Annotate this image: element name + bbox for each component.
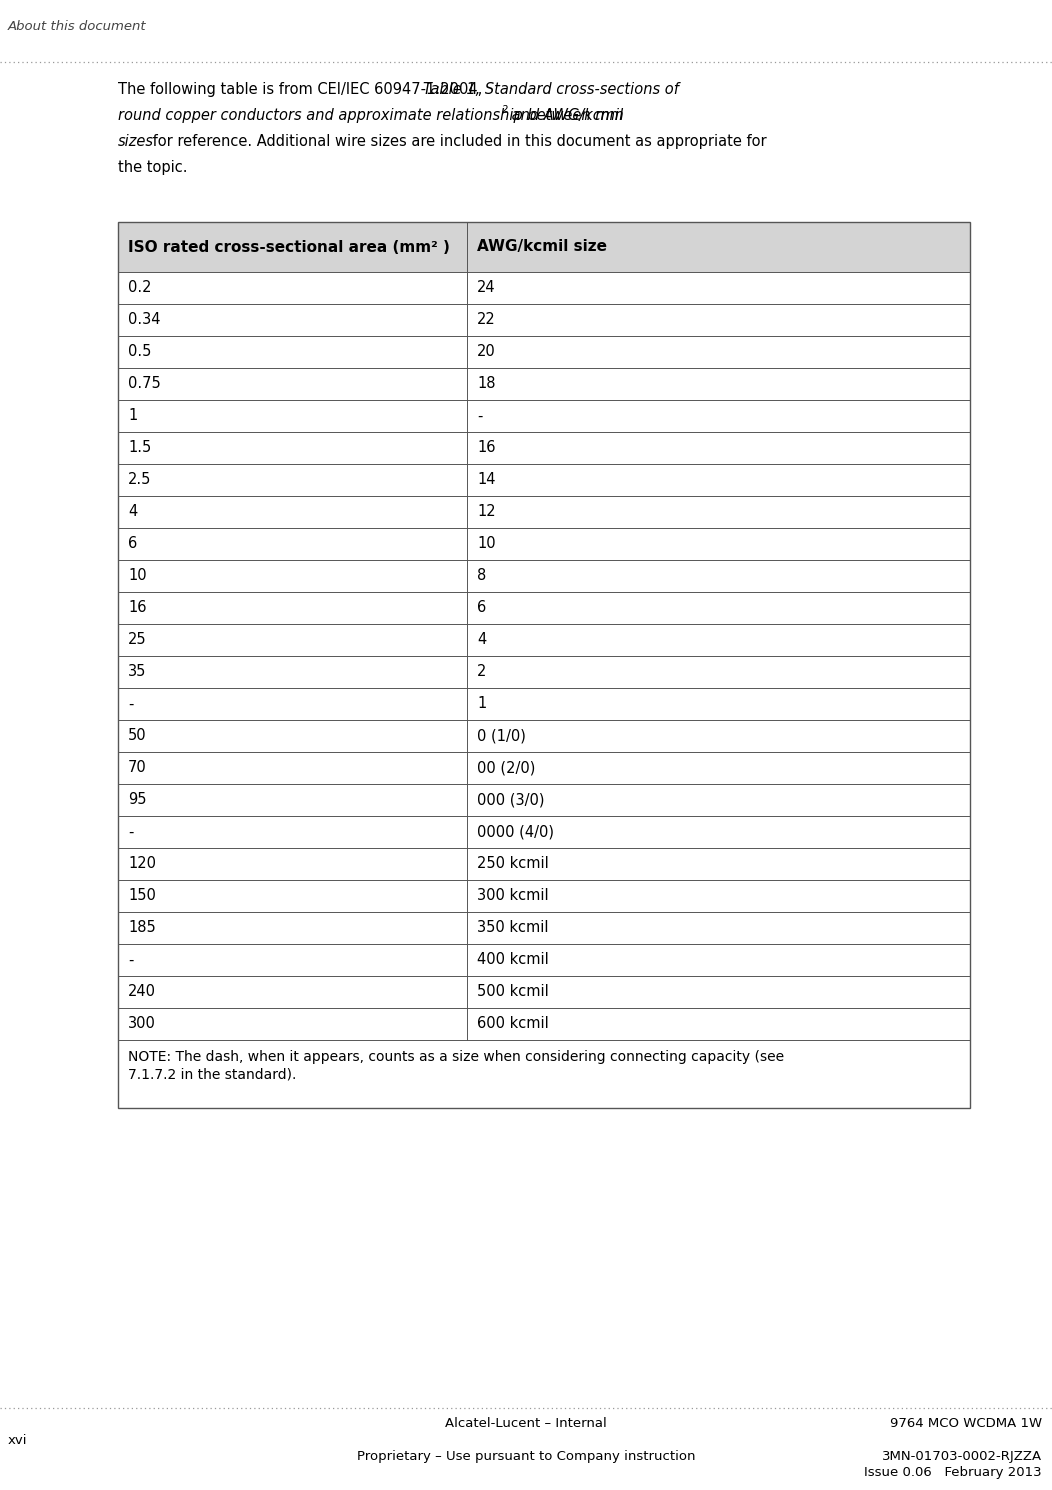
Text: 16: 16 [128, 600, 146, 615]
Text: 10: 10 [128, 569, 146, 584]
Text: -: - [128, 696, 134, 712]
Text: ISO rated cross-sectional area (mm² ): ISO rated cross-sectional area (mm² ) [128, 240, 450, 255]
Text: 7.1.7.2 in the standard).: 7.1.7.2 in the standard). [128, 1068, 297, 1082]
Text: 10: 10 [478, 536, 495, 551]
Text: 0.5: 0.5 [128, 344, 151, 359]
Bar [118, 222, 970, 1109]
Text: -: - [478, 408, 483, 423]
Text: 120: 120 [128, 857, 156, 872]
Text: 4: 4 [128, 505, 137, 520]
Text: 20: 20 [478, 344, 497, 359]
Text: 25: 25 [128, 632, 146, 648]
Text: 00 (2/0): 00 (2/0) [478, 760, 535, 775]
Text: and AWG/kcmil: and AWG/kcmil [507, 107, 624, 124]
Text: The following table is from CEI/IEC 60947-1:2004,: The following table is from CEI/IEC 6094… [118, 82, 487, 97]
Text: 6: 6 [128, 536, 137, 551]
Text: Issue 0.06   February 2013: Issue 0.06 February 2013 [865, 1466, 1041, 1480]
Text: 185: 185 [128, 921, 156, 936]
Text: NOTE: The dash, when it appears, counts as a size when considering connecting ca: NOTE: The dash, when it appears, counts … [128, 1050, 784, 1064]
Text: 150: 150 [128, 888, 156, 903]
Text: -: - [128, 952, 134, 967]
Text: sizes: sizes [118, 134, 154, 149]
Text: About this document: About this document [8, 19, 146, 33]
Text: 2.5: 2.5 [128, 472, 151, 487]
Text: 250 kcmil: 250 kcmil [478, 857, 549, 872]
Text: 400 kcmil: 400 kcmil [478, 952, 549, 967]
Text: 0.75: 0.75 [128, 377, 161, 392]
Text: 600 kcmil: 600 kcmil [478, 1016, 549, 1031]
Text: 2: 2 [502, 104, 508, 115]
Text: Proprietary – Use pursuant to Company instruction: Proprietary – Use pursuant to Company in… [357, 1450, 695, 1463]
Text: the topic.: the topic. [118, 159, 187, 174]
Text: 6: 6 [478, 600, 487, 615]
Text: 1: 1 [128, 408, 137, 423]
Text: 35: 35 [128, 665, 146, 679]
Text: 22: 22 [478, 313, 497, 328]
Text: 350 kcmil: 350 kcmil [478, 921, 549, 936]
Text: round copper conductors and approximate relationship between mm: round copper conductors and approximate … [118, 107, 624, 124]
Text: 300: 300 [128, 1016, 156, 1031]
Text: Table 1, Standard cross-sections of: Table 1, Standard cross-sections of [423, 82, 679, 97]
Text: 9764 MCO WCDMA 1W: 9764 MCO WCDMA 1W [890, 1417, 1041, 1430]
Text: 0 (1/0): 0 (1/0) [478, 729, 526, 744]
Text: 95: 95 [128, 793, 146, 808]
Text: 4: 4 [478, 632, 487, 648]
Text: 2: 2 [478, 665, 487, 679]
Text: 50: 50 [128, 729, 146, 744]
Text: 500 kcmil: 500 kcmil [478, 985, 549, 1000]
Text: 3MN-01703-0002-RJZZA: 3MN-01703-0002-RJZZA [882, 1450, 1041, 1463]
Text: -: - [128, 824, 134, 839]
Text: 16: 16 [478, 441, 495, 456]
Text: AWG/kcmil size: AWG/kcmil size [478, 240, 607, 255]
Text: 1: 1 [478, 696, 487, 712]
Text: 24: 24 [478, 280, 495, 295]
Text: Alcatel-Lucent – Internal: Alcatel-Lucent – Internal [445, 1417, 607, 1430]
Text: xvi: xvi [8, 1433, 27, 1447]
Text: 18: 18 [478, 377, 495, 392]
Text: 8: 8 [478, 569, 487, 584]
Text: 300 kcmil: 300 kcmil [478, 888, 549, 903]
Text: 000 (3/0): 000 (3/0) [478, 793, 545, 808]
Text: 0.2: 0.2 [128, 280, 151, 295]
Text: for reference. Additional wire sizes are included in this document as appropriat: for reference. Additional wire sizes are… [148, 134, 767, 149]
Text: 12: 12 [478, 505, 495, 520]
Bar [118, 222, 970, 273]
Text: 240: 240 [128, 985, 156, 1000]
Text: 0.34: 0.34 [128, 313, 161, 328]
Text: 0000 (4/0): 0000 (4/0) [478, 824, 554, 839]
Text: 70: 70 [128, 760, 146, 775]
Text: 14: 14 [478, 472, 495, 487]
Text: 1.5: 1.5 [128, 441, 151, 456]
